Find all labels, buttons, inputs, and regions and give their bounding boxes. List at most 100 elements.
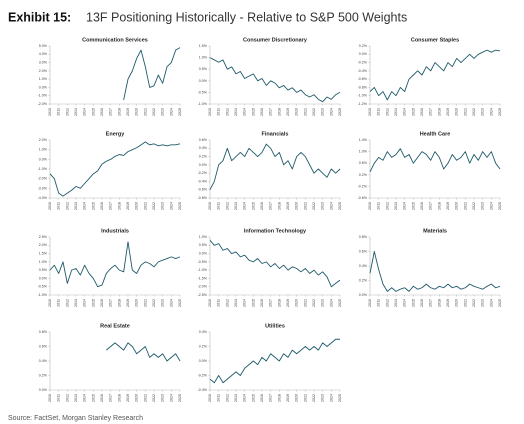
x-tick-label: 2020 (295, 394, 299, 402)
y-tick-label: 1.5% (199, 44, 208, 48)
x-tick-label: 2017 (429, 202, 433, 210)
x-tick-label: 2011 (377, 202, 381, 210)
y-tick-label: 1.5% (39, 252, 48, 256)
x-tick-label: 2020 (135, 108, 139, 116)
x-tick-label: 2014 (83, 394, 87, 402)
y-tick-label: 0.0% (39, 388, 48, 392)
x-tick-label: 2019 (286, 202, 290, 210)
y-tick-label: 2.5% (39, 235, 48, 239)
x-tick-label: 2018 (277, 299, 281, 307)
x-tick-label: 2014 (403, 299, 407, 307)
x-tick-label: 2021 (143, 108, 147, 116)
x-tick-label: 2013 (234, 394, 238, 402)
x-tick-label: 2010 (48, 299, 52, 307)
panel-title: Financials (262, 131, 289, 137)
x-tick-label: 2018 (117, 394, 121, 402)
x-tick-label: 2010 (208, 299, 212, 307)
y-tick-label: 0.6% (39, 344, 48, 348)
x-tick-label: 2021 (463, 299, 467, 307)
x-tick-label: 2018 (437, 108, 441, 116)
x-tick-label: 2025 (178, 299, 182, 307)
x-tick-label: 2022 (312, 394, 316, 402)
x-tick-label: 2020 (135, 299, 139, 307)
x-tick-label: 2025 (178, 202, 182, 210)
x-tick-label: 2014 (243, 299, 247, 307)
panel-title: Real Estate (100, 323, 130, 329)
x-tick-label: 2014 (83, 299, 87, 307)
y-tick-label: 0.8% (359, 235, 368, 239)
x-tick-label: 2014 (243, 394, 247, 402)
x-tick-label: 2022 (152, 202, 156, 210)
y-tick-label: -1.0% (38, 293, 48, 297)
x-tick-label: 2016 (260, 394, 264, 402)
x-tick-label: 2018 (437, 299, 441, 307)
x-tick-label: 2021 (303, 299, 307, 307)
y-tick-label: -1.0% (198, 268, 208, 272)
x-tick-label: 2015 (411, 202, 415, 210)
x-tick-label: 2018 (117, 202, 121, 210)
panel-title: Industrials (101, 228, 129, 234)
x-tick-label: 2010 (208, 202, 212, 210)
x-tick-label: 2012 (65, 299, 69, 307)
y-tick-label: 0.4% (359, 264, 368, 268)
y-tick-label: 2.0% (39, 243, 48, 247)
y-tick-label: 2.0% (39, 138, 48, 142)
x-tick-label: 2015 (251, 299, 255, 307)
y-tick-label: 3.0% (39, 61, 48, 65)
y-tick-label: -0.2% (198, 373, 208, 377)
x-tick-label: 2024 (169, 108, 173, 116)
x-tick-label: 2017 (429, 299, 433, 307)
x-tick-label: 2021 (303, 108, 307, 116)
x-tick-label: 2013 (234, 299, 238, 307)
x-tick-label: 2012 (225, 394, 229, 402)
x-tick-label: 2022 (312, 202, 316, 210)
series-line (209, 240, 341, 288)
x-tick-label: 2017 (429, 108, 433, 116)
x-tick-label: 2017 (269, 108, 273, 116)
x-tick-label: 2013 (394, 202, 398, 210)
series-line (209, 143, 341, 190)
y-tick-label: 0.6% (359, 249, 368, 253)
y-tick-label: -0.4% (198, 388, 208, 392)
y-tick-label: 5.0% (39, 44, 48, 48)
x-tick-label: 2025 (498, 202, 502, 210)
series-line (49, 241, 181, 288)
x-tick-label: 2024 (329, 394, 333, 402)
x-tick-label: 2025 (498, 108, 502, 116)
y-tick-label: -2.5% (198, 293, 208, 297)
y-tick-label: 0.4% (199, 330, 208, 334)
x-tick-label: 2021 (143, 299, 147, 307)
y-tick-label: 0.0% (199, 359, 208, 363)
panel-title: Information Technology (244, 228, 307, 234)
x-tick-label: 2014 (83, 108, 87, 116)
x-tick-label: 2013 (74, 299, 78, 307)
x-tick-label: 2016 (100, 299, 104, 307)
x-tick-label: 2023 (321, 108, 325, 116)
x-tick-label: 2025 (338, 202, 342, 210)
x-tick-label: 2018 (277, 108, 281, 116)
x-tick-label: 2015 (251, 394, 255, 402)
x-tick-label: 2019 (126, 299, 130, 307)
x-tick-label: 2024 (329, 108, 333, 116)
y-tick-label: 0.0% (39, 85, 48, 89)
y-tick-label: 0.0% (39, 276, 48, 280)
x-tick-label: 2012 (225, 299, 229, 307)
panel-title: Communication Services (82, 37, 148, 43)
x-tick-label: 2010 (368, 299, 372, 307)
x-tick-label: 2018 (277, 394, 281, 402)
panel-title: Energy (106, 131, 126, 137)
x-tick-label: 2023 (161, 299, 165, 307)
x-tick-label: 2023 (481, 299, 485, 307)
y-tick-label: 0.5% (199, 243, 208, 247)
x-tick-label: 2023 (321, 202, 325, 210)
x-tick-label: 2025 (178, 394, 182, 402)
y-tick-label: 0.2% (39, 373, 48, 377)
x-tick-label: 2016 (420, 299, 424, 307)
y-tick-label: -4.0% (38, 196, 48, 200)
x-tick-label: 2014 (243, 108, 247, 116)
x-tick-label: 2022 (152, 108, 156, 116)
x-tick-label: 2025 (338, 394, 342, 402)
y-tick-label: 0.4% (199, 146, 208, 150)
x-tick-label: 2016 (260, 202, 264, 210)
y-tick-label: 2.0% (39, 69, 48, 73)
